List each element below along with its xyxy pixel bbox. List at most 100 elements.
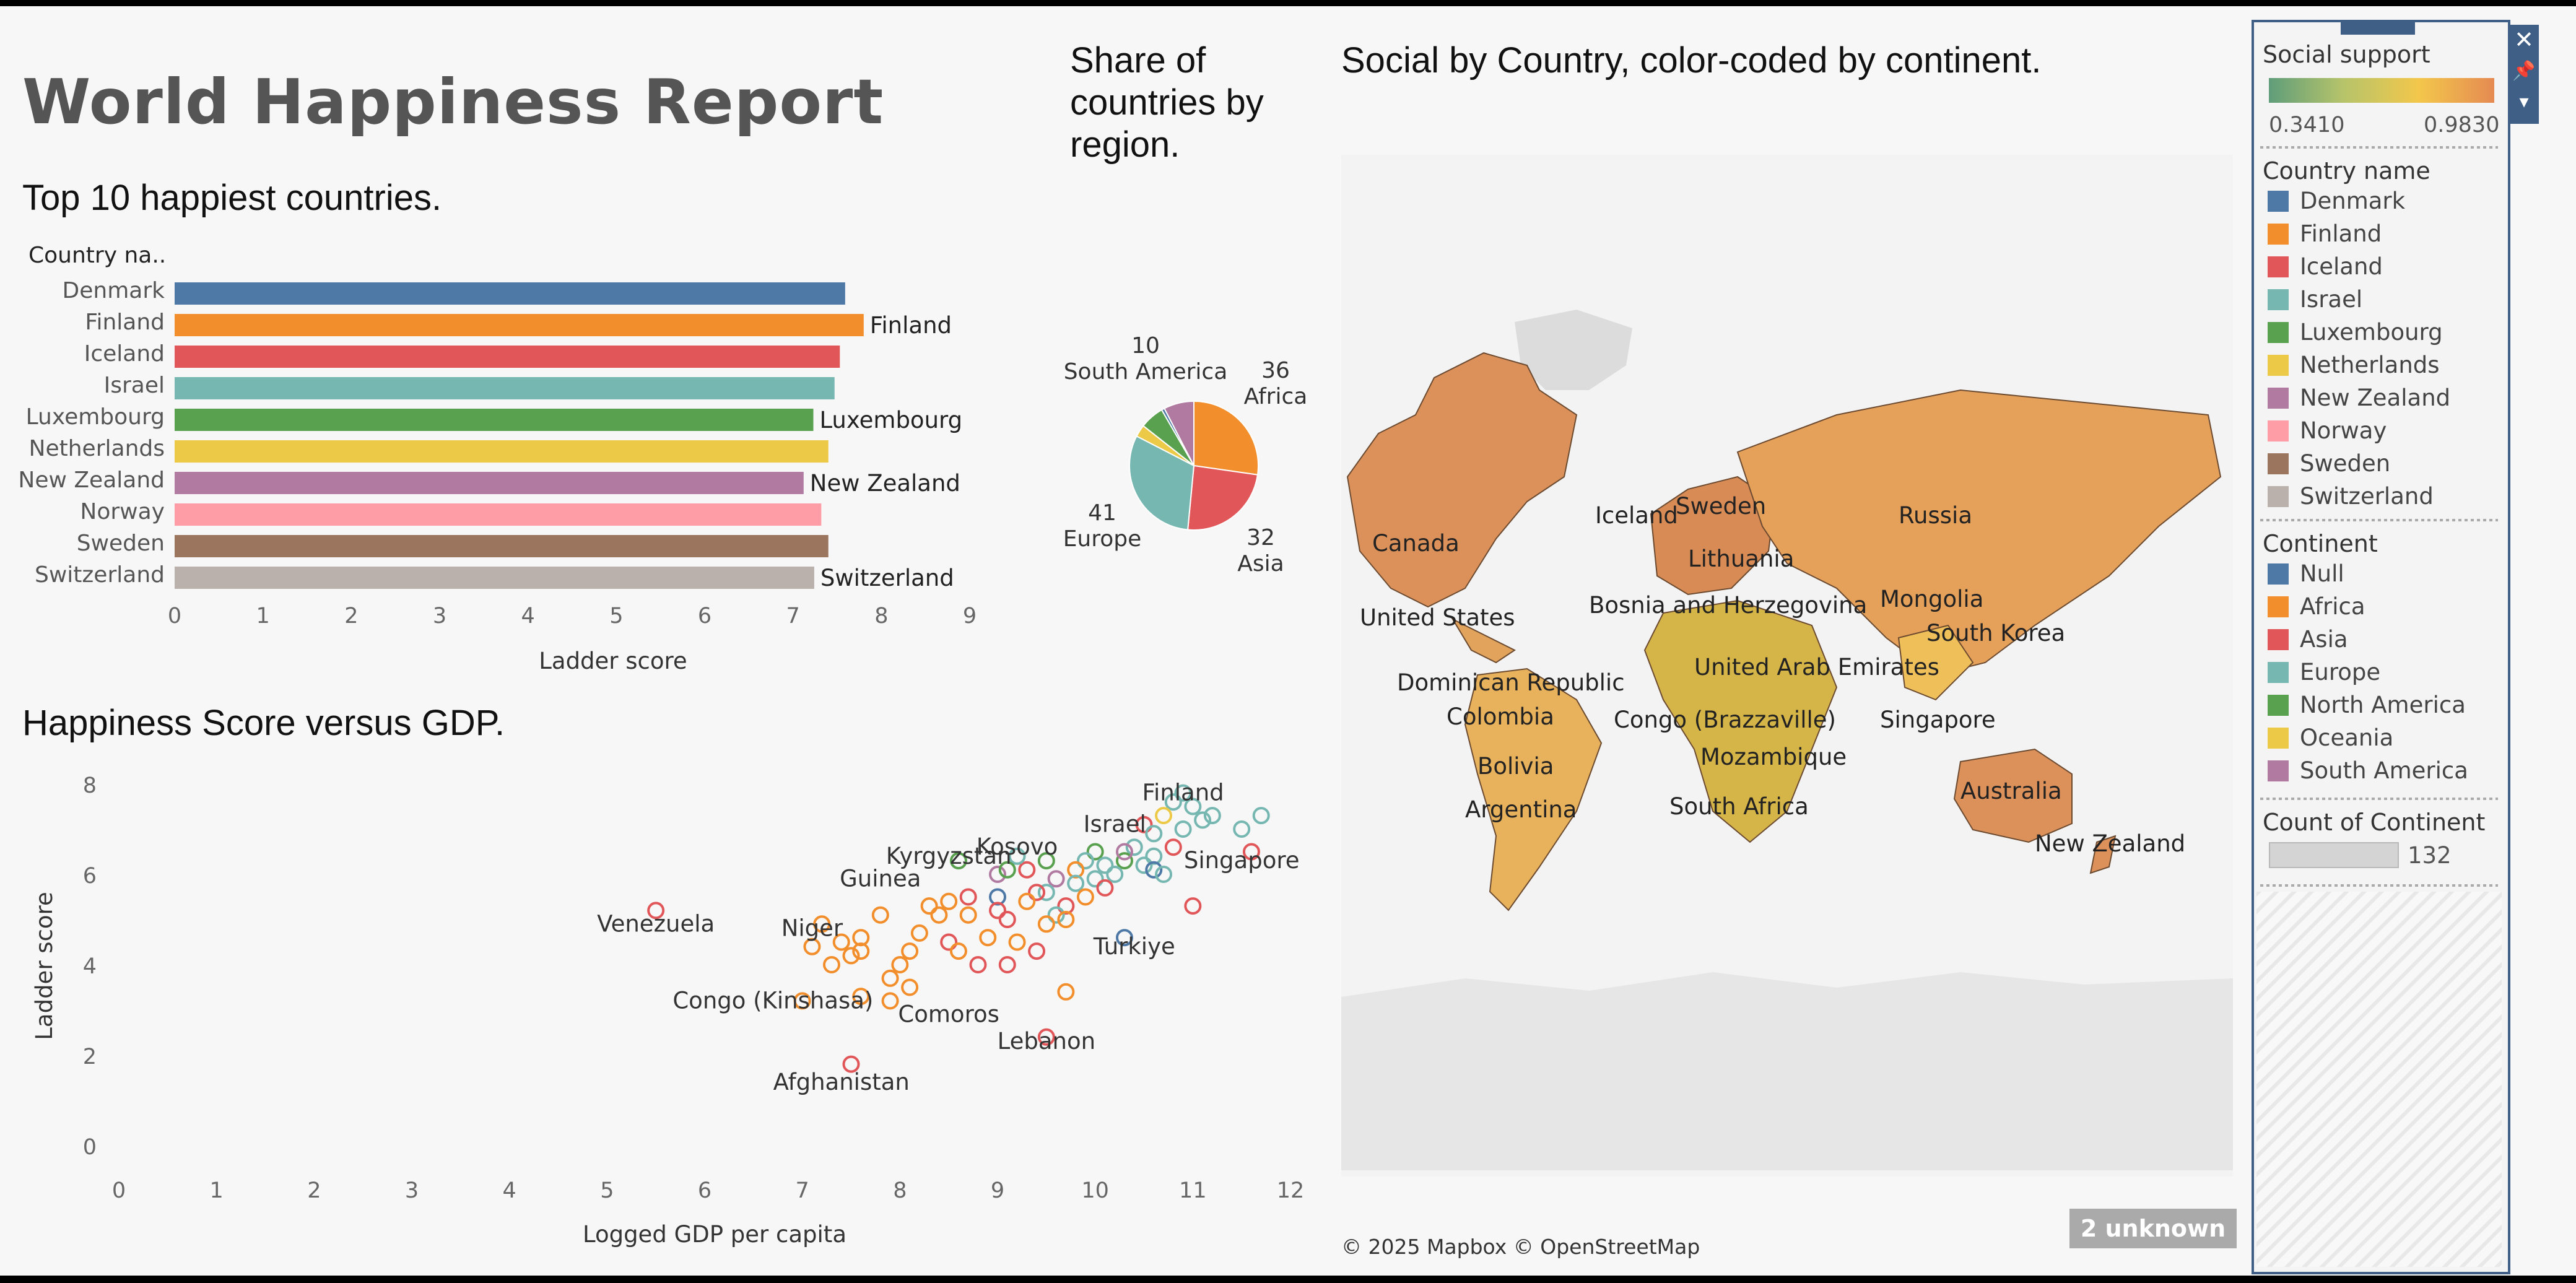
scatter-point[interactable] [989, 888, 1006, 906]
scatter-point[interactable] [940, 892, 958, 910]
scatter-point[interactable] [647, 902, 665, 920]
continent-legend-item[interactable]: Africa [2268, 590, 2468, 623]
continent-legend-item[interactable]: Oceania [2268, 721, 2468, 754]
scatter-point[interactable] [1086, 843, 1104, 861]
scatter-point[interactable] [959, 888, 977, 906]
scatter-point[interactable] [1184, 897, 1202, 915]
scatter-point[interactable] [881, 969, 899, 987]
scatter-point[interactable] [852, 942, 870, 960]
map-attribution[interactable]: © 2025 Mapbox © OpenStreetMap [1341, 1235, 1700, 1259]
pie-slice[interactable] [1193, 400, 1259, 476]
bar[interactable] [175, 567, 814, 589]
scatter-point[interactable] [998, 956, 1016, 973]
scatter-point[interactable] [1125, 838, 1143, 856]
country-legend-item[interactable]: Luxembourg [2268, 316, 2450, 349]
pie-slice[interactable] [1129, 435, 1195, 531]
scatter-point[interactable] [1037, 1028, 1055, 1046]
scatter-point[interactable] [1057, 911, 1075, 928]
continent-legend-item[interactable]: Europe [2268, 656, 2468, 689]
scatter-point[interactable] [1086, 870, 1104, 888]
scatter-point[interactable] [949, 852, 967, 870]
bar[interactable] [175, 377, 835, 399]
scatter-point[interactable] [1047, 906, 1065, 924]
country-legend-item[interactable]: Finland [2268, 217, 2450, 250]
scatter-point[interactable] [1047, 870, 1065, 888]
scatter-point[interactable] [1037, 915, 1055, 933]
scatter-point[interactable] [1028, 942, 1046, 960]
scatter-point[interactable] [1194, 811, 1212, 829]
scatter-point[interactable] [1028, 884, 1046, 902]
scatter-point[interactable] [852, 988, 870, 1006]
continent-legend-item[interactable]: South America [2268, 754, 2468, 787]
bar[interactable] [175, 440, 829, 463]
scatter-point[interactable] [1155, 807, 1173, 825]
scatter-point[interactable] [1008, 933, 1026, 951]
scatter-point[interactable] [842, 1055, 860, 1073]
bar[interactable] [175, 409, 814, 431]
scatter-point[interactable] [1174, 784, 1192, 802]
scatter-point[interactable] [1057, 897, 1075, 915]
scatter-point[interactable] [871, 906, 889, 924]
scatter-point[interactable] [1145, 847, 1163, 865]
bar[interactable] [175, 314, 864, 336]
pie-slice[interactable] [1187, 464, 1259, 531]
country-legend-item[interactable]: Iceland [2268, 250, 2450, 283]
scatter-point[interactable] [1233, 820, 1251, 838]
scatter-point[interactable] [1164, 793, 1182, 811]
country-legend-item[interactable]: Sweden [2268, 447, 2450, 480]
scatter-point[interactable] [1115, 929, 1133, 947]
country-legend-item[interactable]: New Zealand [2268, 381, 2450, 414]
scatter-point[interactable] [1242, 843, 1260, 861]
scatter-point[interactable] [852, 929, 870, 947]
scatter-point[interactable] [1057, 983, 1075, 1001]
country-legend-item[interactable]: Norway [2268, 414, 2450, 447]
scatter-point[interactable] [969, 956, 987, 973]
scatter-point[interactable] [1018, 892, 1036, 910]
scatter-point[interactable] [920, 897, 938, 915]
scatter-point[interactable] [998, 911, 1016, 928]
scatter-point[interactable] [1115, 843, 1133, 861]
scatter-point[interactable] [940, 933, 958, 951]
continent-legend-item[interactable]: Null [2268, 557, 2468, 590]
scatter-point[interactable] [842, 947, 860, 965]
scatter-point[interactable] [1203, 807, 1221, 825]
bar[interactable] [175, 346, 840, 368]
scatter-point[interactable] [998, 861, 1016, 879]
world-map[interactable]: Canada United States Dominican Republic Col… [1341, 155, 2233, 1176]
scatter-point[interactable] [989, 866, 1006, 883]
pie-slice[interactable] [1163, 400, 1194, 466]
scatter-point[interactable] [822, 956, 840, 973]
scatter-point[interactable] [793, 992, 811, 1010]
country-legend-item[interactable]: Netherlands [2268, 349, 2450, 381]
scatter-point[interactable] [901, 942, 919, 960]
scatter-point[interactable] [1018, 861, 1036, 879]
scatter-point[interactable] [1135, 856, 1153, 874]
scatter-point[interactable] [901, 978, 919, 996]
scatter-point[interactable] [1076, 852, 1094, 870]
country-legend-item[interactable]: Denmark [2268, 185, 2450, 217]
scatter-point[interactable] [803, 937, 821, 955]
bar[interactable] [175, 535, 829, 557]
scatter-point[interactable] [1145, 825, 1163, 843]
country-legend-item[interactable]: Switzerland [2268, 480, 2450, 513]
scatter-point[interactable] [930, 906, 948, 924]
scatter-point[interactable] [1067, 874, 1085, 892]
scatter-point[interactable] [1164, 838, 1182, 856]
scatter-point[interactable] [1037, 884, 1055, 902]
scatter-point[interactable] [1174, 820, 1192, 838]
scatter-point[interactable] [1115, 852, 1133, 870]
scatter-point[interactable] [1037, 852, 1055, 870]
scatter-point[interactable] [1067, 861, 1085, 879]
chevron-down-icon[interactable]: ▾ [2519, 92, 2529, 112]
scatter-point[interactable] [881, 992, 899, 1010]
country-legend-item[interactable]: Israel [2268, 283, 2450, 316]
scatter-point[interactable] [1135, 815, 1153, 833]
scatter-point[interactable] [1106, 866, 1124, 883]
scatter-point[interactable] [949, 942, 967, 960]
pin-icon[interactable]: 📌 [2512, 61, 2536, 81]
scatter-point[interactable] [891, 956, 909, 973]
scatter-point[interactable] [1096, 879, 1114, 897]
bar[interactable] [175, 503, 822, 526]
scatter-point[interactable] [813, 915, 831, 933]
scatter-point[interactable] [979, 929, 997, 947]
